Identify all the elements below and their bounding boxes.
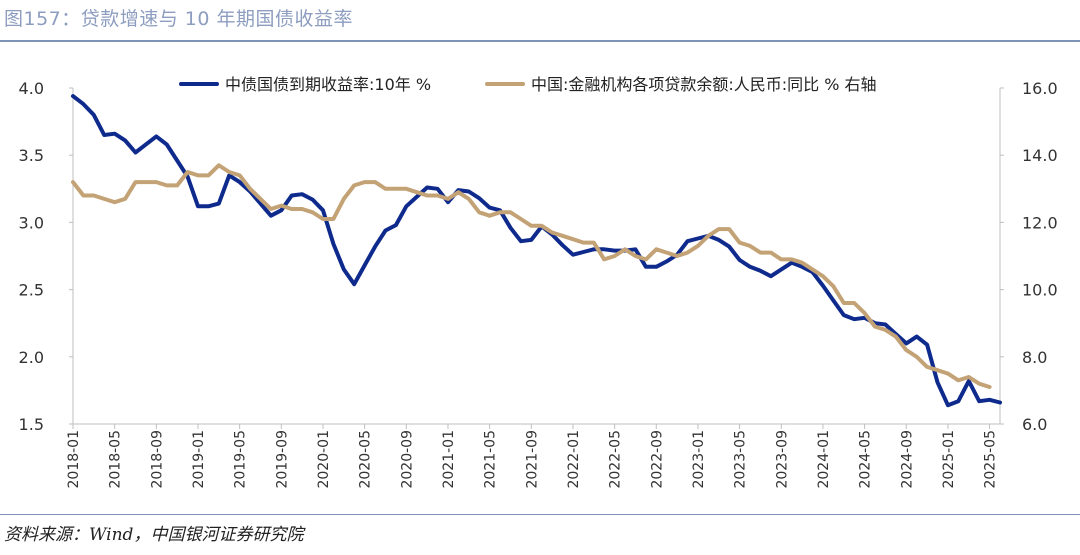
x-tick-label: 2021-05 [483,430,499,489]
x-tick-label: 2023-09 [774,430,790,489]
right-tick-label: 6.0 [1022,415,1047,434]
x-tick-label: 2021-09 [524,430,540,489]
source-note: 资料来源：Wind，中国银河证券研究院 [4,525,304,545]
x-tick-label: 2023-01 [691,430,707,489]
series-line-loan-growth [71,163,992,389]
right-tick-label: 16.0 [1022,79,1058,98]
x-tick-label: 2022-09 [649,430,665,489]
x-tick-label: 2023-05 [733,430,749,489]
x-tick-label: 2018-09 [149,430,165,489]
legend-label: 中国:金融机构各项贷款余额:人民币:同比 % 右轴 [531,75,877,94]
right-tick-label: 14.0 [1022,146,1058,165]
figure-title: 图157：贷款增速与 10 年期国债收益率 [4,8,354,30]
right-axis-ticks: 6.0 8.0 10.0 12.0 14.0 16.0 [1000,79,1058,434]
legend-label: 中债国债到期收益率:10年 % [225,75,431,94]
x-tick-label: 2021-01 [441,430,457,489]
left-tick-label: 4.0 [19,79,44,98]
left-axis-ticks: 1.5 2.0 2.5 3.0 3.5 4.0 [19,79,73,434]
left-tick-label: 3.5 [19,146,44,165]
right-tick-label: 12.0 [1022,213,1058,232]
x-tick-label: 2022-05 [608,430,624,489]
chart-series [71,94,1002,408]
series-line-bond-yield [71,94,1002,408]
right-tick-label: 10.0 [1022,281,1058,300]
x-tick-label: 2018-01 [66,430,82,489]
x-tick-label: 2019-05 [233,430,249,489]
line-chart: 1.5 2.0 2.5 3.0 3.5 4.0 6.0 8.0 10.0 12.0 14.0 16.… [19,75,1058,489]
x-tick-label: 2019-01 [191,430,207,489]
left-tick-label: 3.0 [19,213,44,232]
left-tick-label: 2.0 [19,348,44,367]
x-tick-label: 2019-09 [274,430,290,489]
x-tick-label: 2022-01 [566,430,582,489]
x-tick-label: 2020-05 [358,430,374,489]
x-tick-label: 2024-09 [899,430,915,489]
top-rule [0,40,1080,42]
right-tick-label: 8.0 [1022,348,1047,367]
x-tick-label: 2024-01 [816,430,832,489]
x-tick-label: 2018-05 [108,430,124,489]
x-tick-label: 2025-05 [983,430,999,489]
x-tick-label: 2024-05 [858,430,874,489]
left-tick-label: 1.5 [19,415,44,434]
x-tick-label: 2025-01 [941,430,957,489]
chart-legend: 中债国债到期收益率:10年 % 中国:金融机构各项贷款余额:人民币:同比 % 右轴 [179,75,877,94]
chart-axes [72,88,1001,425]
x-tick-label: 2020-01 [316,430,332,489]
bottom-rule [0,514,1080,515]
x-axis-ticks: 2018-01 2018-05 2018-09 2019-01 2019-05 2019-… [66,424,999,489]
left-tick-label: 2.5 [19,281,44,300]
x-tick-label: 2020-09 [399,430,415,489]
